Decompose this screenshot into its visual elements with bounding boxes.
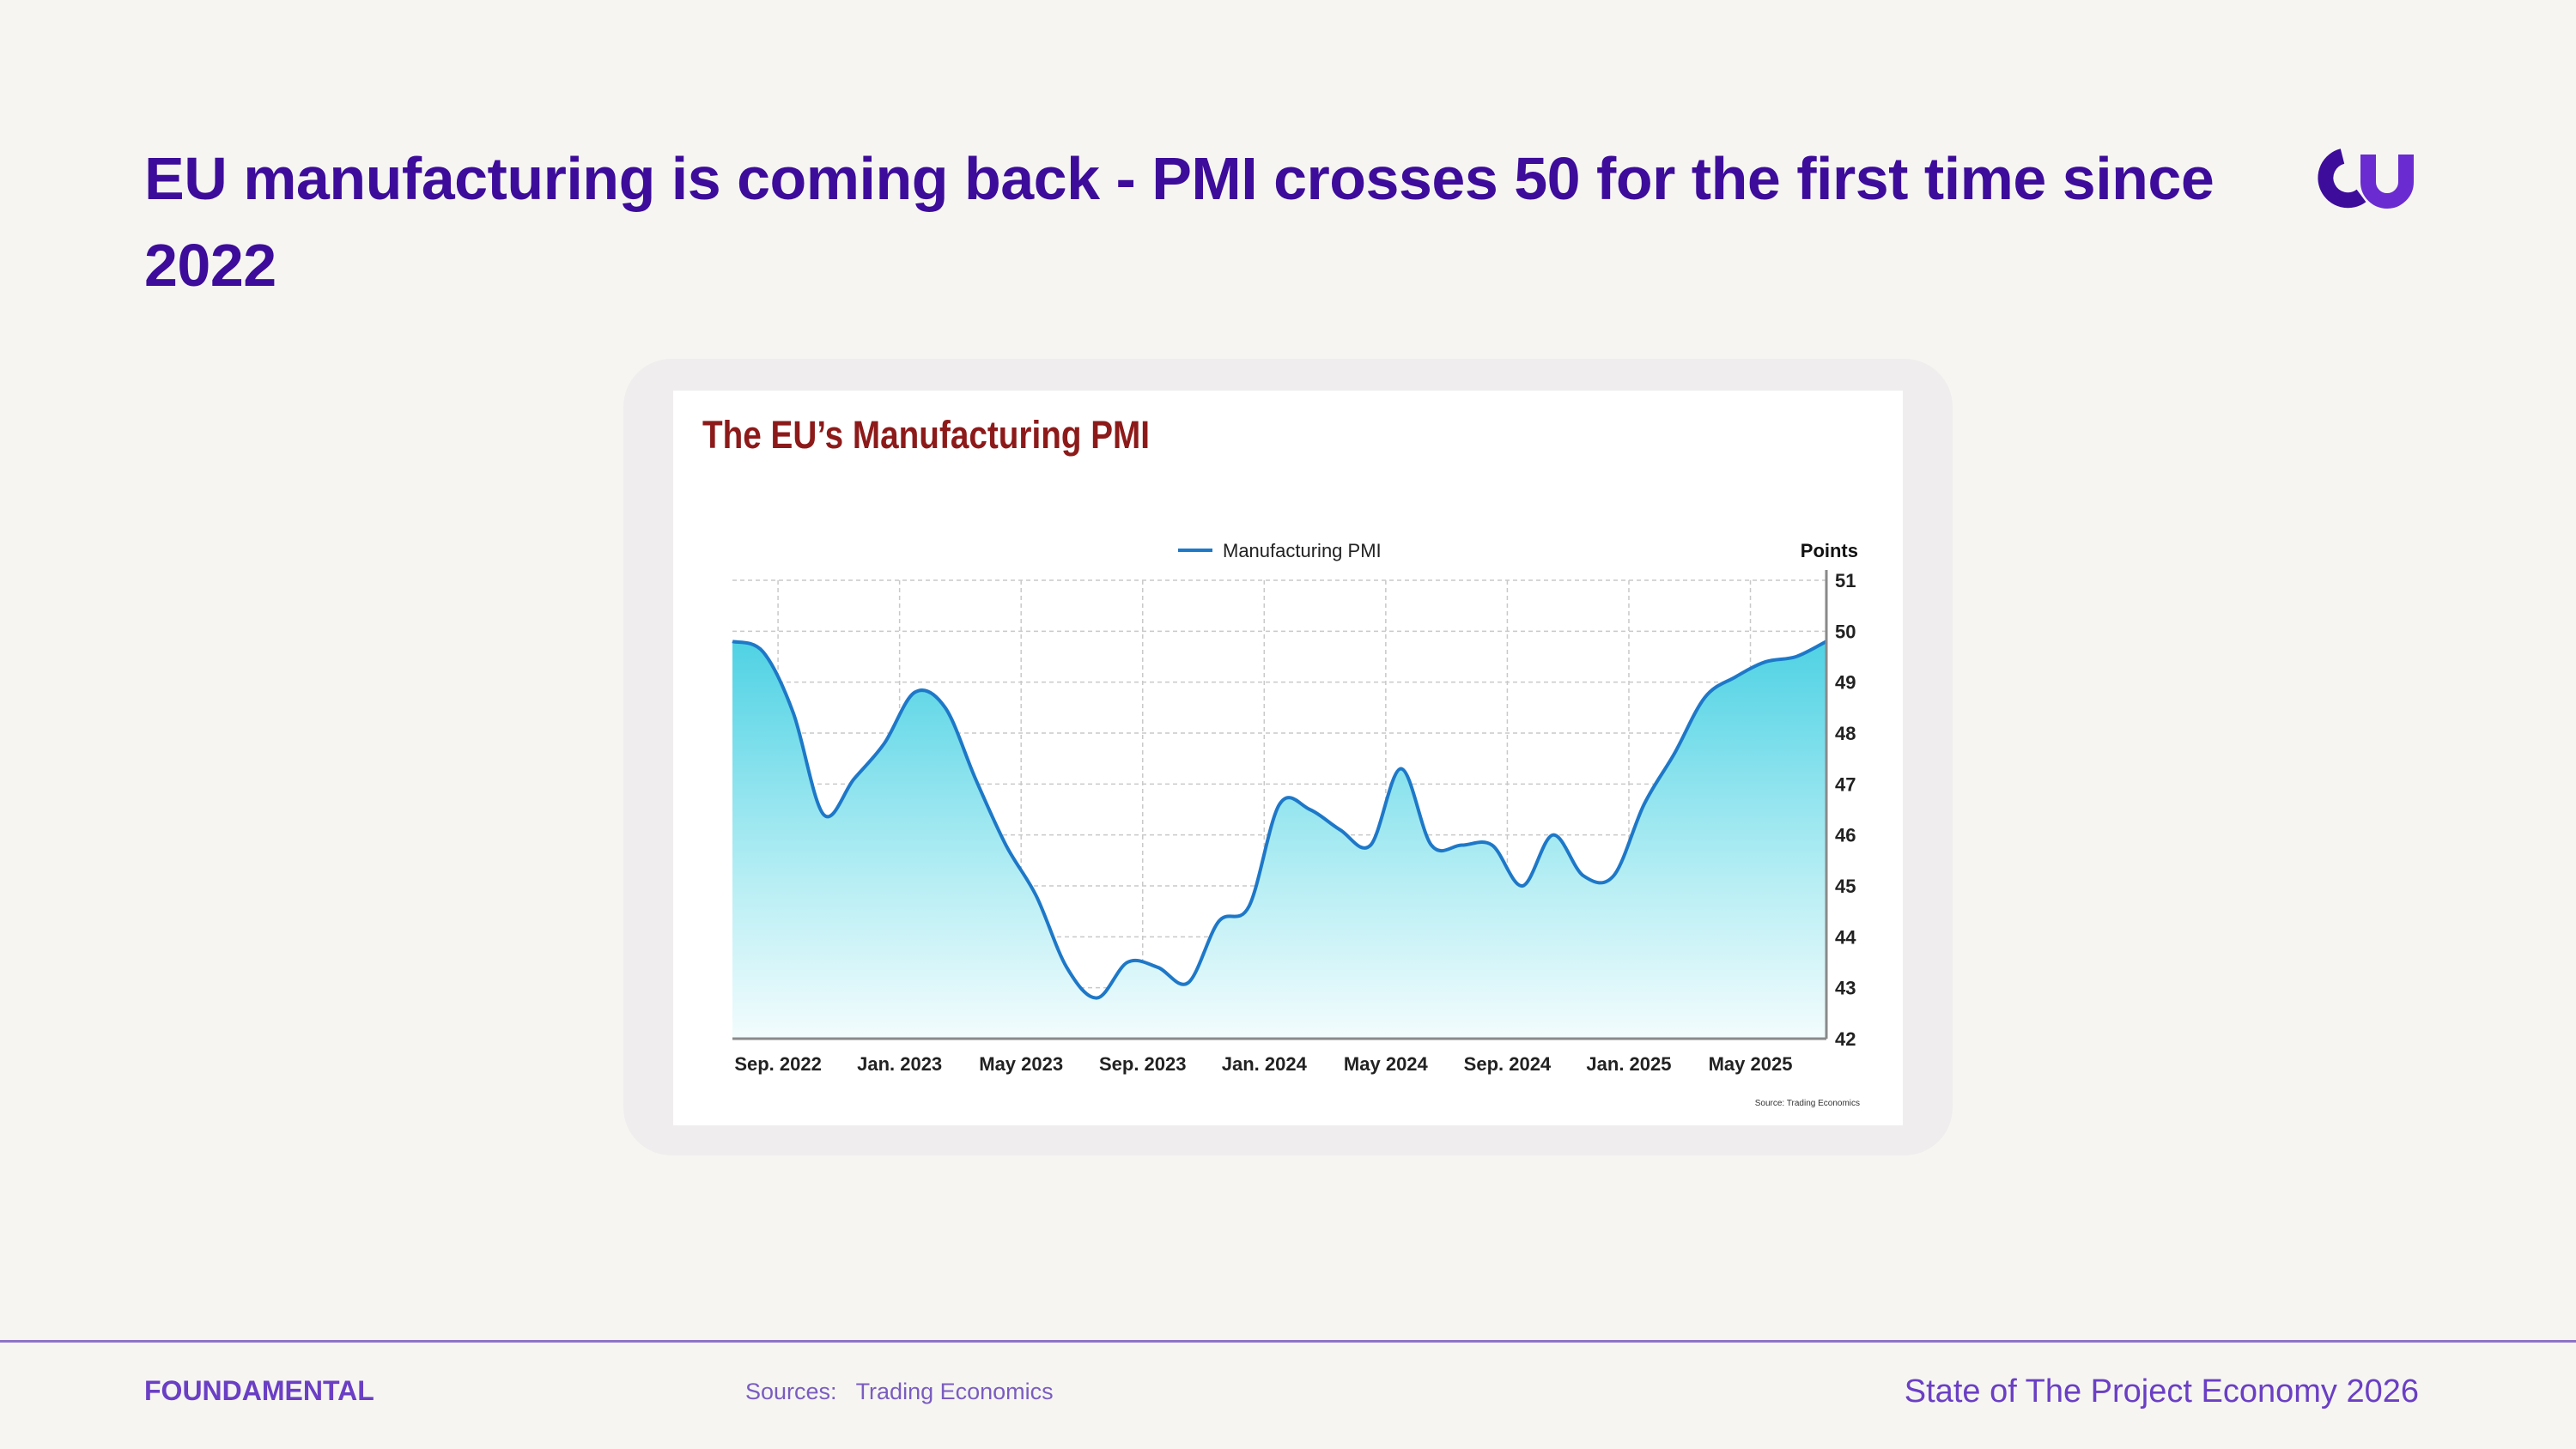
y-tick-labels: 42 43 44 45 46 47 48 49 50 51 (1835, 570, 1856, 1050)
pmi-chart: 42 43 44 45 46 47 48 49 50 51 Sep. 2022 Jan. 2023 M… (732, 540, 1860, 1108)
pmi-area-fill (732, 641, 1826, 1039)
source-note: Source: Trading Economics (1755, 1099, 1860, 1108)
x-tick-label: Sep. 2023 (1099, 1053, 1187, 1075)
x-tick-label: Jan. 2023 (857, 1053, 942, 1075)
pmi-series-line (732, 640, 1827, 1000)
y-tick-label: 47 (1835, 773, 1856, 795)
y-tick-label: 48 (1835, 723, 1856, 744)
cu-logo-icon (2318, 149, 2414, 209)
y-axis-label: Points (1801, 540, 1858, 561)
legend-label: Manufacturing PMI (1223, 540, 1382, 561)
sources-value: Trading Economics (855, 1379, 1054, 1404)
x-tick-label: May 2023 (979, 1053, 1063, 1075)
x-tick-label: Sep. 2022 (734, 1053, 822, 1075)
report-name: State of The Project Economy 2026 (1904, 1373, 2419, 1410)
y-tick-label: 51 (1835, 570, 1856, 591)
sources-label: Sources: (745, 1379, 837, 1404)
chart-axes (732, 570, 1828, 1040)
x-tick-label: Sep. 2024 (1464, 1053, 1552, 1075)
y-tick-label: 45 (1835, 876, 1856, 897)
x-tick-label: Jan. 2025 (1586, 1053, 1671, 1075)
x-tick-labels: Sep. 2022 Jan. 2023 May 2023 Sep. 2023 Jan. … (734, 1053, 1792, 1075)
brand-logo: FOUNDAMENTAL (144, 1375, 374, 1406)
footer-divider (0, 1340, 2576, 1343)
y-tick-label: 44 (1835, 926, 1856, 948)
sources: Sources: Trading Economics (745, 1379, 1054, 1405)
x-tick-label: May 2025 (1709, 1053, 1793, 1075)
y-tick-label: 49 (1835, 672, 1856, 694)
y-tick-label: 50 (1835, 621, 1856, 642)
y-tick-label: 46 (1835, 825, 1856, 846)
y-tick-label: 42 (1835, 1028, 1856, 1050)
x-tick-label: Jan. 2024 (1222, 1053, 1308, 1075)
x-tick-label: May 2024 (1344, 1053, 1429, 1075)
slide-title: EU manufacturing is coming back - PMI cr… (144, 145, 2215, 299)
y-tick-label: 43 (1835, 978, 1856, 999)
chart-title: The EU’s Manufacturing PMI (702, 413, 1151, 457)
chart-legend: Manufacturing PMI (1178, 540, 1382, 561)
